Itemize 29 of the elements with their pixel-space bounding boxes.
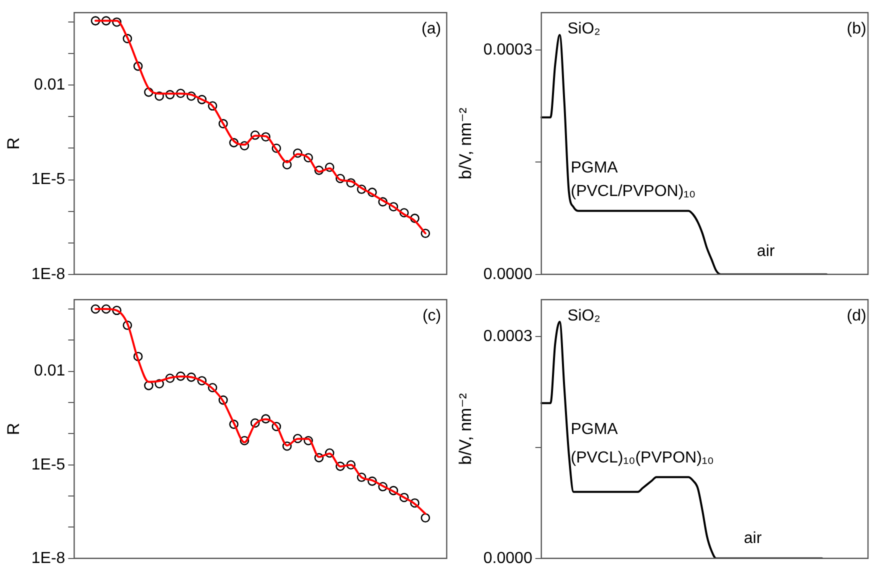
annotation: PGMA [570,159,618,176]
annotation: (a) [422,20,442,38]
annotation: SiO₂ [567,307,600,324]
line-series [540,34,828,274]
annotation: (b) [846,20,866,38]
y-tick-label: 1E-8 [31,550,66,567]
annotation: (PVCL)₁₀(PVPON)₁₀ [570,450,714,467]
y-tick-label: 0.01 [34,362,66,380]
y-axis-title: R [4,422,23,436]
y-axis-title: R [4,137,23,150]
y-axis-title: b/V, nm⁻² [456,107,475,180]
line-series [540,320,823,558]
annotation: (d) [846,307,866,324]
y-tick-label: 0.01 [34,76,66,94]
annotation: SiO₂ [567,20,600,38]
annotation: PGMA [570,421,618,438]
annotation: (PVCL/PVPON)₁₀ [570,182,696,200]
point [420,513,430,522]
annotation: (c) [422,307,442,324]
y-tick-label: 1E-8 [31,266,66,283]
y-tick-label: 1E-5 [31,171,66,188]
y-tick-label: 0.0003 [483,41,532,58]
y-tick-label: 0.0000 [483,266,532,283]
y-axis-title: b/V, nm⁻² [456,392,475,465]
annotation: air [756,243,776,260]
y-tick-label: 1E-5 [31,456,66,474]
annotation: air [744,530,762,547]
y-tick-label: 0.0000 [483,550,532,567]
y-tick-label: 0.0003 [483,328,532,345]
